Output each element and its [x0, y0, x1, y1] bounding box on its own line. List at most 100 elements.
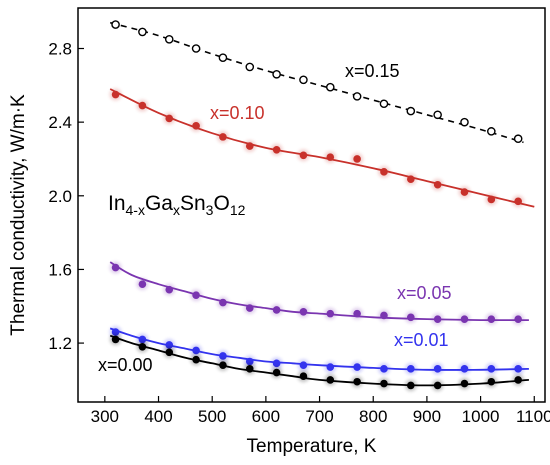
data-point: [352, 92, 362, 101]
formula-o: O: [213, 192, 229, 215]
data-point: [433, 381, 442, 390]
data-point: [380, 311, 388, 320]
data-point: [299, 372, 308, 381]
series-xx015: [109, 20, 524, 144]
data-point: [165, 348, 174, 357]
series-xx000: [109, 333, 529, 392]
y-tick-label: 2.8: [48, 40, 72, 59]
data-point: [326, 153, 335, 161]
data-point: [433, 365, 442, 373]
data-point: [245, 62, 255, 72]
data-point: [272, 306, 281, 314]
formula-sn: Sn: [180, 192, 206, 215]
data-point: [326, 309, 335, 318]
data-point: [353, 377, 361, 386]
series-label: x=0.01: [394, 330, 449, 350]
data-point: [353, 363, 361, 371]
data-point: [487, 127, 496, 136]
data-point: [407, 381, 415, 390]
data-point: [272, 368, 281, 377]
data-point: [380, 365, 388, 373]
data-point: [514, 376, 522, 384]
series-fit-line: [109, 88, 535, 208]
formula-in: In: [108, 192, 126, 215]
data-point: [487, 377, 496, 386]
series-label: x=0.05: [397, 283, 452, 303]
data-point: [380, 168, 388, 176]
series-fit-line: [109, 334, 529, 387]
y-tick-label: 1.6: [48, 260, 72, 279]
series-fit-line: [109, 21, 524, 144]
data-point: [165, 114, 174, 123]
data-point: [407, 313, 415, 322]
data-point: [433, 315, 442, 323]
data-point: [272, 359, 281, 368]
series-xx005: [109, 261, 529, 326]
formula-sub-3: 3: [206, 202, 214, 218]
data-point: [192, 355, 200, 364]
y-tick-label: 2.4: [48, 113, 72, 132]
x-tick-label: 800: [359, 407, 387, 426]
data-point: [299, 361, 308, 369]
data-point: [513, 134, 523, 144]
x-tick-label: 1100: [516, 407, 550, 426]
data-point: [487, 315, 496, 323]
y-tick-label: 2.0: [48, 187, 72, 206]
series-layer: [109, 20, 535, 392]
data-point: [164, 34, 174, 44]
data-point: [514, 315, 522, 323]
data-point: [245, 365, 254, 373]
data-point: [326, 363, 335, 371]
data-point: [138, 101, 147, 110]
data-point: [353, 309, 361, 318]
data-point: [192, 291, 200, 300]
data-point: [299, 75, 308, 85]
x-tick-label: 300: [91, 407, 119, 426]
data-point: [299, 151, 308, 160]
data-point: [219, 352, 227, 360]
data-point: [111, 263, 120, 272]
data-point: [514, 365, 522, 373]
x-tick-label: 900: [413, 407, 441, 426]
x-tick-label: 700: [305, 407, 333, 426]
data-point: [218, 53, 228, 63]
data-point: [245, 304, 254, 312]
data-point: [460, 117, 469, 127]
data-point: [165, 285, 174, 294]
data-point: [272, 69, 281, 79]
formula-sub-4: 12: [230, 202, 246, 218]
series-label: x=0.10: [210, 103, 265, 123]
formula-sub-1: 4-x: [126, 202, 145, 218]
data-point: [379, 99, 389, 109]
data-point: [111, 90, 120, 99]
plot-frame: [77, 7, 546, 403]
data-point: [219, 298, 227, 307]
data-point: [326, 376, 335, 384]
data-point: [407, 365, 415, 373]
data-point: [460, 315, 469, 323]
data-point: [191, 44, 201, 53]
data-point: [219, 133, 227, 141]
data-point: [272, 145, 281, 154]
x-axis-title: Temperature, K: [247, 436, 377, 457]
series-labels: x=0.15 x=0.10 x=0.05 x=0.01 x=0.00: [98, 61, 452, 375]
data-point: [192, 122, 200, 130]
data-point: [245, 142, 254, 150]
x-tick-label: 600: [252, 407, 280, 426]
series-xx010: [109, 88, 535, 208]
formula-annotation: In4-xGaxSn3O12: [108, 192, 246, 218]
formula-ga: Ga: [145, 192, 173, 215]
data-point: [460, 379, 469, 388]
data-point: [380, 379, 388, 388]
data-point: [111, 20, 120, 29]
data-point: [299, 307, 308, 316]
data-point: [111, 335, 120, 344]
data-point: [138, 342, 147, 351]
data-point: [487, 365, 496, 373]
x-tick-label: 500: [198, 407, 226, 426]
series-fit-line: [109, 261, 529, 322]
data-point: [407, 175, 415, 184]
x-tick-label: 400: [144, 407, 172, 426]
data-point: [460, 188, 469, 196]
